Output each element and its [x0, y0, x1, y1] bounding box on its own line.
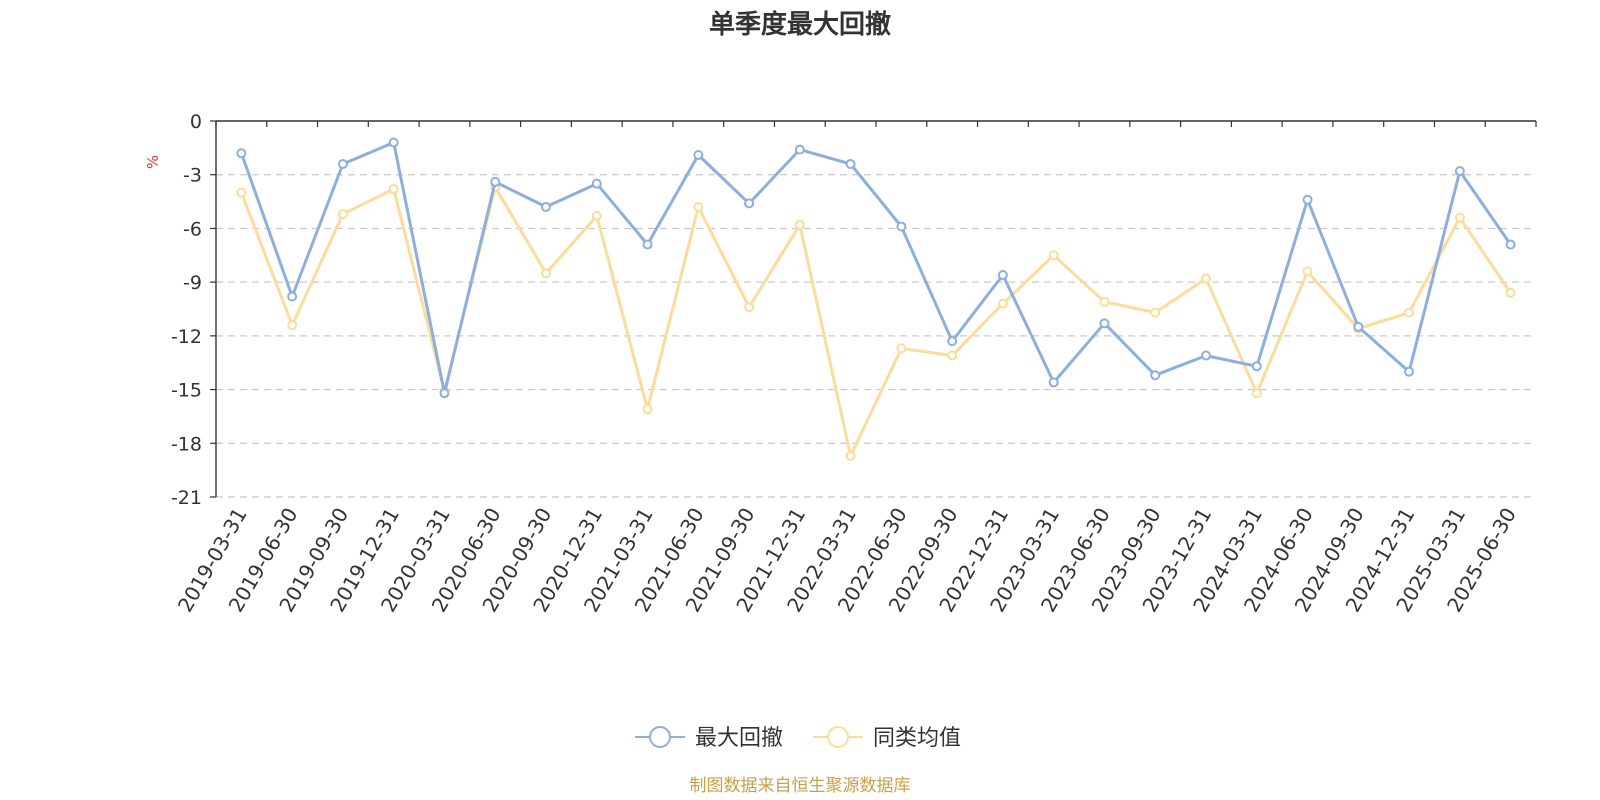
y-tick-label: -21: [171, 487, 202, 509]
series-line-1: [239, 185, 1512, 458]
legend-marker: [827, 726, 849, 748]
data-point: [236, 148, 247, 159]
series-line-0: [239, 141, 1512, 395]
data-point: [845, 158, 856, 169]
data-point: [1048, 377, 1059, 388]
data-point: [1353, 321, 1364, 332]
data-point: [337, 158, 348, 169]
data-point: [947, 336, 958, 347]
data-point: [845, 450, 856, 461]
data-point: [744, 198, 755, 209]
y-tick-label: -12: [171, 326, 202, 348]
data-point: [1251, 361, 1262, 372]
data-point: [541, 268, 551, 279]
y-tick-label: -15: [171, 380, 202, 402]
data-point: [1150, 370, 1161, 381]
legend-item-0[interactable]: 最大回撤: [635, 726, 783, 751]
data-point: [794, 219, 805, 230]
legend-label: 同类均值: [873, 726, 961, 751]
data-point: [1505, 239, 1516, 250]
legend[interactable]: 最大回撤 同类均值: [635, 726, 961, 751]
data-point: [1201, 273, 1211, 284]
data-point: [388, 137, 399, 148]
data-point: [337, 209, 348, 220]
data-point: [1099, 318, 1110, 329]
data-point: [1505, 287, 1516, 298]
data-point: [1099, 296, 1110, 307]
data-point: [236, 187, 247, 198]
data-point: [490, 176, 501, 187]
data-point: [693, 201, 704, 212]
data-point: [642, 239, 653, 250]
data-point: [1201, 350, 1211, 361]
data-point: [1404, 307, 1415, 318]
data-point: [997, 269, 1008, 280]
legend-label: 最大回撤: [695, 726, 783, 751]
data-point: [1454, 212, 1465, 223]
y-axis-unit: %: [144, 155, 162, 169]
chart-title: 单季度最大回撤: [709, 9, 891, 40]
y-tick-label: -3: [183, 165, 202, 187]
y-tick-label: 0: [190, 111, 202, 133]
data-point: [591, 210, 602, 221]
data-point: [642, 404, 653, 415]
data-point: [997, 298, 1008, 309]
source-note: 制图数据来自恒生聚源数据库: [690, 776, 911, 796]
data-point: [794, 144, 805, 155]
data-point: [896, 343, 907, 354]
data-point: [287, 291, 298, 302]
series-lines: [236, 137, 1516, 461]
data-point: [1251, 388, 1262, 399]
y-tick-label: -9: [183, 272, 202, 294]
axes: [210, 120, 1537, 498]
data-point: [693, 150, 704, 161]
data-point: [1404, 366, 1415, 377]
data-point: [744, 302, 755, 313]
y-tick-label: -6: [183, 218, 202, 240]
data-point: [896, 221, 907, 232]
legend-item-1[interactable]: 同类均值: [813, 726, 961, 751]
legend-marker: [649, 726, 671, 748]
data-point: [541, 201, 551, 212]
data-point: [1150, 307, 1161, 318]
data-point: [1454, 166, 1465, 177]
x-tick-labels: 2019-03-312019-06-302019-09-302019-12-31…: [173, 503, 1521, 616]
data-point: [1048, 250, 1059, 261]
y-tick-label: -18: [171, 433, 202, 455]
data-point: [1302, 266, 1313, 277]
data-point: [287, 320, 298, 331]
y-tick-labels: 0 -3 -6 -9 -12 -15 -18 -21: [171, 111, 202, 509]
gridlines: [216, 174, 1536, 498]
data-point: [439, 388, 450, 399]
data-point: [1302, 194, 1313, 205]
data-point: [388, 184, 399, 195]
data-point: [591, 178, 602, 189]
data-point: [947, 350, 958, 361]
